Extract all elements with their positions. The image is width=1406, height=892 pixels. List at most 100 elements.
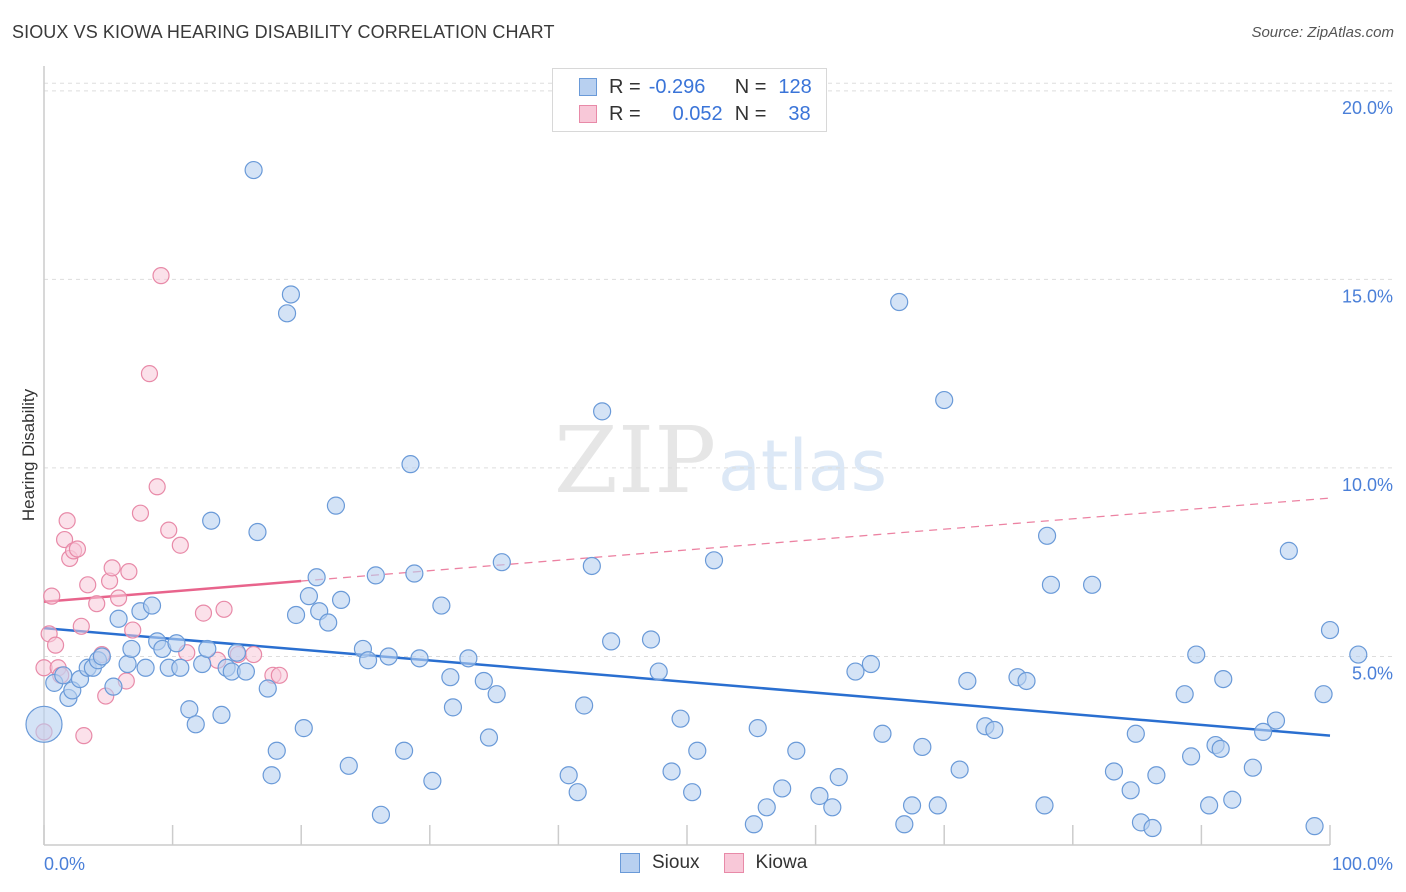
sioux-point (401, 455, 420, 474)
sioux-point (704, 551, 724, 570)
sioux-point (262, 766, 281, 785)
sioux-point (487, 685, 506, 704)
sioux-point (267, 741, 286, 760)
kiowa-point (215, 600, 233, 618)
sioux-point (757, 798, 776, 817)
sioux-point (575, 696, 594, 715)
sioux-point (326, 496, 346, 515)
sioux-point (405, 564, 424, 583)
sioux-point (1314, 685, 1333, 704)
sioux-point (593, 402, 612, 421)
sioux-point (474, 671, 493, 691)
sioux-point (198, 639, 217, 659)
kiowa-legend-label: Kiowa (755, 852, 808, 873)
kiowa-point (131, 504, 150, 522)
sioux-point (1126, 724, 1145, 743)
sioux-point (1104, 762, 1124, 781)
y-tick-label: 20.0% (1342, 98, 1393, 118)
sioux-point (935, 390, 954, 410)
kiowa-point (194, 604, 213, 622)
series-legend: Sioux Kiowa (620, 852, 831, 874)
sioux-point (379, 647, 398, 666)
sioux-point (1320, 620, 1340, 640)
sioux-point (559, 766, 578, 785)
kiowa-point (58, 512, 76, 530)
sioux-point (913, 737, 932, 757)
sioux-point (277, 304, 297, 323)
sioux-point (1223, 790, 1242, 809)
sioux-point (1200, 796, 1219, 815)
kiowa-point (72, 617, 90, 635)
sioux-point (890, 292, 909, 312)
kiowa-point (171, 536, 189, 554)
sioux-point (236, 662, 256, 681)
sioux-point (1305, 817, 1324, 836)
x-tick-labels: 0.0% 100.0% (44, 854, 1393, 874)
sioux-legend-swatch (620, 853, 640, 873)
legend-n-label: N = (734, 102, 767, 125)
sioux-point (167, 634, 186, 653)
kiowa-legend-swatch (723, 853, 744, 873)
sioux-point (202, 511, 221, 530)
sioux-point (810, 786, 829, 806)
legend-item-sioux[interactable]: Sioux (620, 852, 700, 874)
sioux-point (142, 596, 162, 615)
kiowa-point (88, 595, 106, 613)
kiowa-trend-solid (43, 579, 302, 604)
sioux-point (92, 647, 111, 666)
sioux-point (602, 632, 621, 651)
y-tick-label: 10.0% (1342, 475, 1393, 495)
kiowa-point (160, 521, 178, 539)
sioux-point (294, 719, 313, 738)
sioux-point (104, 677, 123, 696)
sioux-point (441, 668, 460, 687)
legend-item-kiowa[interactable]: Kiowa (723, 852, 808, 874)
sioux-swatch (579, 78, 597, 96)
source-credit: Source: ZipAtlas.com (1251, 24, 1394, 41)
y-axis-label: Hearing Disability (19, 388, 38, 521)
sioux-point (787, 741, 806, 760)
legend-r-value: -0.296 (648, 75, 706, 98)
sioux-point (641, 630, 661, 649)
trend-lines (43, 497, 1331, 737)
sioux-point (985, 720, 1004, 740)
sioux-trend-line (43, 626, 1331, 737)
sioux-point (432, 596, 451, 615)
legend-r-label: R = (609, 102, 641, 125)
y-tick-label: 5.0% (1352, 663, 1393, 683)
sioux-point (1121, 781, 1140, 800)
sioux-point (773, 779, 792, 798)
sioux-point (258, 679, 277, 698)
sioux-point (662, 762, 681, 781)
kiowa-point (109, 589, 128, 607)
sioux-point (649, 662, 668, 681)
sioux-point (299, 587, 319, 606)
kiowa-point (103, 559, 121, 577)
sioux-point (186, 715, 205, 734)
sioux-point (902, 796, 922, 815)
sioux-point (286, 605, 306, 625)
sioux-point (823, 798, 842, 817)
watermark-atlas: atlas (718, 425, 887, 507)
sioux-point (171, 658, 190, 677)
stats-legend: R = -0.296 N = 128 R = 0.052 N = 38 (552, 68, 827, 132)
kiowa-point (75, 727, 93, 745)
sioux-point (193, 654, 212, 674)
sioux-point (394, 741, 414, 760)
sioux-point (339, 756, 358, 775)
sioux-point (1147, 766, 1166, 785)
sioux-point (744, 815, 763, 834)
kiowa-swatch (579, 105, 597, 123)
sioux-point (748, 719, 767, 738)
kiowa-point (270, 666, 288, 684)
sioux-point (861, 654, 880, 674)
sioux-point (25, 705, 63, 743)
sioux-point (568, 783, 587, 802)
sioux-point (319, 613, 338, 632)
sioux-point (443, 698, 463, 717)
sioux-point (1279, 541, 1298, 560)
sioux-point (1211, 739, 1230, 758)
x-tick-label: 0.0% (44, 854, 85, 874)
legend-row-sioux: R = -0.296 N = 128 (579, 75, 812, 99)
sioux-point (829, 768, 848, 787)
